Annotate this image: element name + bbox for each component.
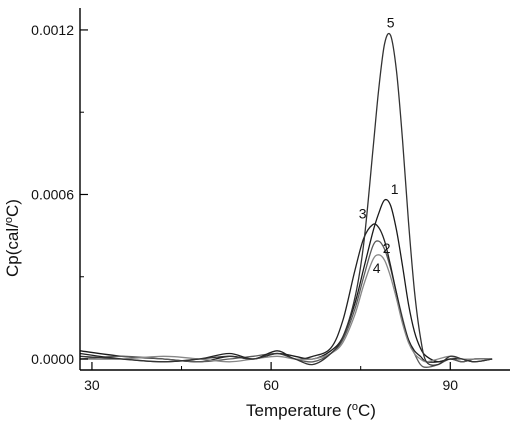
y-tick-label: 0.0006 <box>31 186 74 202</box>
ticks: 0.0000 0.0006 0.0012 30 60 90 <box>31 22 458 393</box>
plot-area <box>79 32 493 368</box>
x-axis-title: Temperature (oC) <box>246 401 376 420</box>
y-tick-label: 0.0012 <box>31 22 74 38</box>
series-line-5 <box>79 32 493 366</box>
y-axis-title: Cp(cal/oC) <box>3 199 22 277</box>
axes <box>79 8 510 371</box>
x-tick-label: 30 <box>84 377 100 393</box>
x-tick-label: 60 <box>263 377 279 393</box>
series-line-1 <box>79 198 493 363</box>
series-label-4: 4 <box>373 260 381 276</box>
curve-labels: 1 2 3 4 5 <box>359 14 399 275</box>
series-label-2: 2 <box>383 240 391 256</box>
y-tick-label: 0.0000 <box>31 351 74 367</box>
x-tick-label: 90 <box>442 377 458 393</box>
series-line-2 <box>79 240 493 368</box>
series-label-1: 1 <box>391 181 399 197</box>
series-line-4 <box>79 254 493 363</box>
series-line-3 <box>79 223 493 363</box>
series-label-3: 3 <box>359 206 367 222</box>
series-label-5: 5 <box>387 14 395 30</box>
